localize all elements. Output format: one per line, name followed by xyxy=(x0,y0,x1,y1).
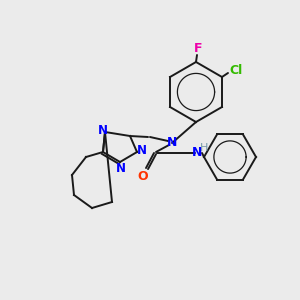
Text: F: F xyxy=(194,41,202,55)
Text: O: O xyxy=(138,169,148,182)
Text: N: N xyxy=(137,145,147,158)
Text: N: N xyxy=(98,124,108,137)
Text: N: N xyxy=(192,146,202,158)
Text: Cl: Cl xyxy=(230,64,243,77)
Text: H: H xyxy=(200,143,208,153)
Text: N: N xyxy=(167,136,177,149)
Text: N: N xyxy=(116,163,126,176)
